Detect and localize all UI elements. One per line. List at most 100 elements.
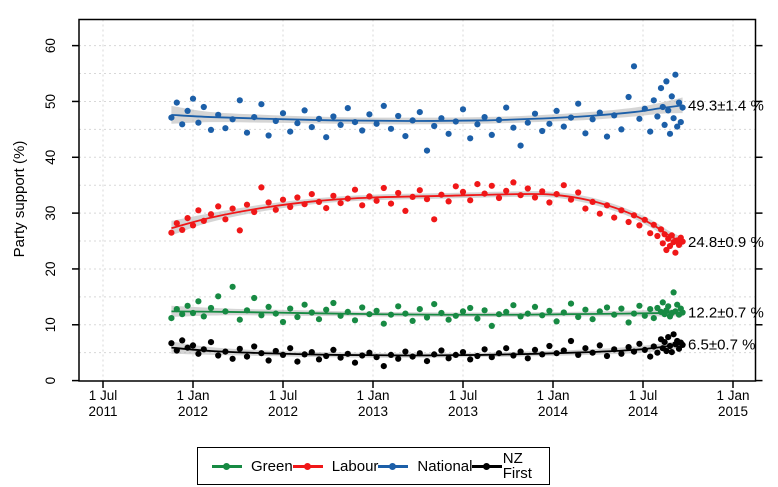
- data-point-national: [467, 135, 474, 142]
- legend-dot-icon: [389, 462, 397, 470]
- data-point-national: [179, 121, 186, 128]
- data-points-group: [168, 63, 686, 370]
- data-point-labour: [173, 220, 180, 227]
- y-axis-tick-label: 60: [43, 38, 58, 53]
- data-point-green: [674, 301, 681, 308]
- data-point-national: [488, 131, 495, 138]
- data-point-green: [596, 308, 603, 315]
- data-point-nzfirst: [366, 349, 373, 356]
- data-point-labour: [330, 192, 337, 199]
- data-point-green: [611, 311, 618, 318]
- data-point-national: [503, 104, 510, 111]
- data-point-green: [366, 311, 373, 318]
- data-point-labour: [647, 230, 654, 237]
- data-point-national: [672, 71, 679, 78]
- data-point-national: [567, 114, 575, 121]
- data-point-nzfirst: [200, 346, 207, 353]
- legend-label-labour: Labour: [331, 457, 379, 475]
- data-point-nzfirst: [546, 342, 553, 350]
- data-point-national: [665, 107, 672, 114]
- y-axis-tick-label: 30: [43, 206, 58, 221]
- data-point-national: [654, 113, 661, 120]
- annotation-national: 49.3±1.4 %: [688, 97, 764, 114]
- data-point-national: [603, 133, 611, 140]
- data-point-national: [258, 101, 265, 108]
- data-point-national: [481, 114, 488, 121]
- data-point-nzfirst: [510, 352, 517, 359]
- gridlines-group: [79, 19, 756, 381]
- x-axis-tick-label-year: 2014: [628, 404, 659, 419]
- y-axis-tick-label: 50: [43, 94, 58, 109]
- data-point-labour: [503, 187, 510, 194]
- data-point-national: [315, 115, 323, 122]
- data-point-nzfirst: [387, 351, 395, 358]
- data-point-national: [674, 123, 681, 130]
- data-point-labour: [510, 179, 517, 186]
- data-point-labour: [495, 194, 503, 202]
- data-point-national: [641, 105, 648, 112]
- data-point-labour: [650, 221, 657, 228]
- legend-box: Green Labour National NZ First: [197, 447, 550, 485]
- data-point-national: [560, 123, 567, 130]
- data-point-labour: [366, 193, 373, 200]
- data-point-nzfirst: [416, 350, 423, 357]
- data-point-national: [445, 130, 452, 137]
- data-point-green: [481, 307, 488, 314]
- data-point-labour: [359, 202, 366, 209]
- data-point-labour: [467, 197, 474, 204]
- legend-key-icon-green: [212, 459, 242, 473]
- data-point-labour: [636, 222, 643, 229]
- data-point-green: [243, 307, 251, 314]
- data-point-labour: [168, 229, 175, 236]
- data-point-green: [553, 318, 560, 325]
- data-point-national: [452, 118, 459, 125]
- confidence-band-labour: [171, 191, 683, 248]
- data-point-green: [359, 304, 366, 311]
- data-point-green: [510, 302, 517, 309]
- data-point-labour: [611, 214, 618, 221]
- data-point-labour: [618, 207, 625, 214]
- data-point-labour: [344, 195, 351, 202]
- data-point-national: [659, 103, 666, 111]
- data-point-nzfirst: [560, 347, 567, 354]
- data-point-national: [431, 122, 438, 130]
- data-point-national: [189, 95, 197, 102]
- data-point-labour: [409, 193, 416, 200]
- data-point-national: [416, 109, 423, 116]
- data-point-nzfirst: [636, 340, 643, 347]
- data-point-nzfirst: [611, 346, 618, 353]
- legend-key-icon-national: [378, 459, 409, 473]
- data-point-national: [618, 126, 625, 133]
- data-point-national: [173, 99, 180, 106]
- data-point-nzfirst: [488, 354, 495, 361]
- x-axis-tick-label-day: 1 Jan: [716, 388, 749, 403]
- legend-key-icon-nzfirst: [472, 459, 503, 473]
- data-point-green: [679, 309, 686, 316]
- data-point-nzfirst: [179, 337, 186, 344]
- data-point-national: [663, 78, 670, 85]
- data-point-nzfirst: [330, 346, 337, 353]
- data-point-labour: [459, 188, 467, 195]
- x-axis-tick-label-day: 1 Jul: [89, 388, 118, 403]
- y-axis-title: Party support (%): [11, 141, 28, 258]
- data-point-nzfirst: [575, 351, 582, 358]
- data-point-nzfirst: [531, 346, 539, 353]
- data-point-green: [215, 293, 222, 300]
- trend-line-green: [171, 310, 683, 316]
- data-point-labour: [402, 207, 409, 214]
- data-point-nzfirst: [189, 342, 197, 349]
- data-point-national: [337, 121, 344, 128]
- data-point-national: [666, 130, 674, 137]
- data-point-national: [195, 119, 202, 126]
- data-point-green: [301, 301, 308, 308]
- data-point-nzfirst: [294, 358, 301, 365]
- data-point-national: [589, 116, 596, 123]
- data-point-nzfirst: [438, 347, 445, 354]
- data-point-green: [265, 303, 272, 310]
- data-point-national: [251, 114, 258, 121]
- data-point-nzfirst: [359, 352, 366, 359]
- data-point-national: [438, 115, 445, 122]
- data-point-labour: [517, 192, 524, 199]
- x-axis-tick-label-year: 2013: [358, 404, 388, 419]
- data-point-labour: [668, 232, 675, 239]
